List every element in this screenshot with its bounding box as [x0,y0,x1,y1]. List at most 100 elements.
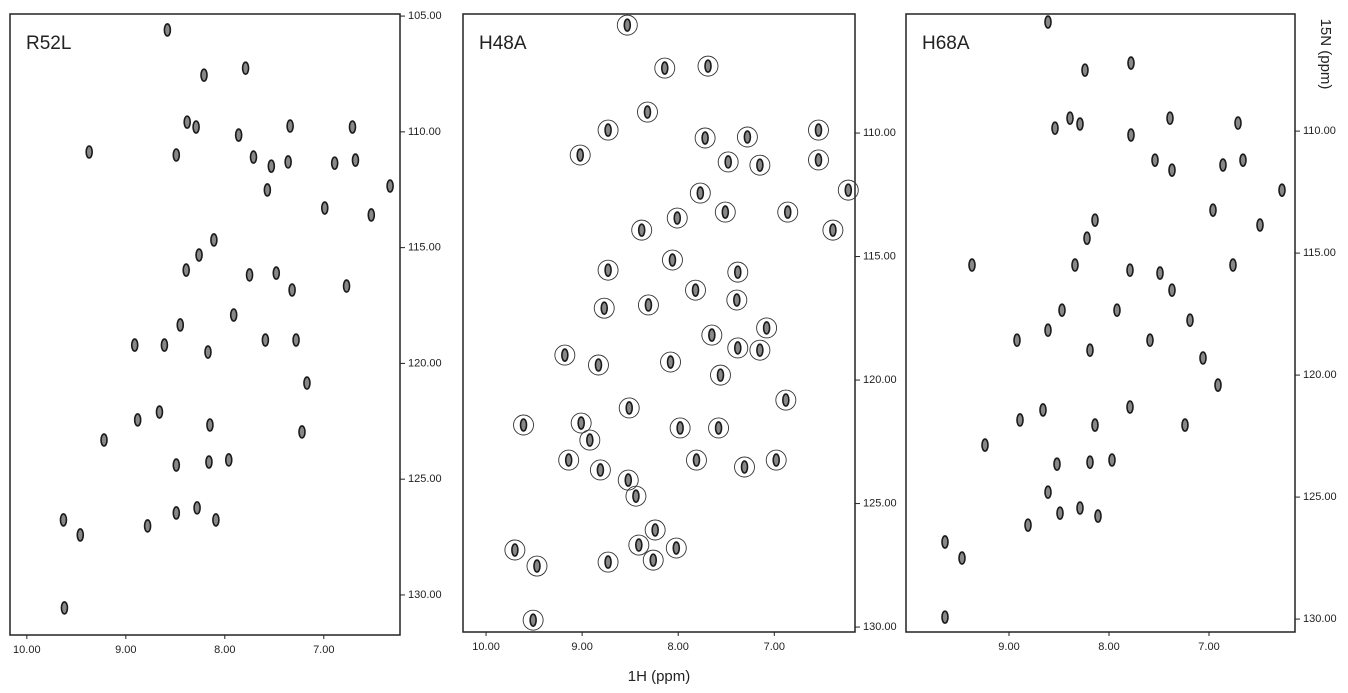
peak-circle [808,119,829,141]
peak-circle [701,324,723,346]
peak-circle [589,459,611,481]
peak [814,153,823,167]
peak [604,263,612,277]
peak [1127,128,1135,142]
peak [1081,63,1089,77]
peak-circle [625,485,647,507]
peak [844,183,853,197]
peak [342,279,351,293]
x-tick-label: 10.00 [472,641,500,653]
peak [756,158,764,172]
y-tick-label: 125.00 [408,473,442,485]
peak [1044,485,1052,499]
peak [192,120,200,134]
y-tick-label: 115.00 [1303,247,1336,259]
peak [756,343,764,357]
peak [1209,203,1217,217]
peak [320,201,329,215]
peak [529,613,537,627]
x-tick-label: 8.00 [1098,641,1119,653]
peak-circle [697,55,719,77]
peak-circle [631,219,653,241]
x-axis-label: 1H (ppm) [628,668,691,685]
peak [625,401,634,415]
peak-circle [710,364,731,386]
peak [1126,263,1134,277]
y-tick-label: 110.00 [863,127,896,139]
peak [1094,509,1102,523]
peak [249,150,258,164]
peak [367,208,376,222]
panel-frame [462,13,856,633]
peak-circle [569,144,591,166]
peak [1151,153,1159,167]
peak [172,506,181,520]
peak [241,61,250,75]
peak [1146,333,1154,348]
peak [643,105,652,119]
peak [649,553,658,567]
peak [1086,343,1094,358]
x-tick-label: 7.00 [313,644,334,656]
x-tick-label: 9.00 [115,644,136,656]
peak [733,293,741,307]
peak-circle [808,149,829,171]
peak [1053,457,1061,471]
peak [519,418,528,432]
peak [1066,111,1074,125]
peak [263,183,272,197]
peak [183,115,191,129]
x-tick-label: 7.00 [764,641,785,653]
peak [701,131,709,145]
peak [386,179,394,193]
peak-circle [714,201,736,223]
peak [714,421,723,435]
peak [1071,258,1079,272]
peak [604,123,612,137]
peak [644,298,653,312]
peak [1166,111,1174,125]
peak-circle [726,289,748,311]
peak [624,473,633,487]
peak [668,253,677,267]
peak-circle [642,549,664,571]
peak-circle [662,249,683,271]
peak [733,265,742,279]
peak [1083,231,1091,246]
peak-circle [644,519,666,541]
x-tick-label: 9.00 [998,641,1019,653]
peak [716,368,725,382]
peak [76,528,85,542]
peak-circle [554,344,576,366]
peak [234,128,243,142]
peak [1091,418,1099,432]
peak-circle [727,337,749,359]
peak [733,341,742,355]
peak [783,205,792,219]
peak-circle [756,317,778,339]
peak [600,301,609,315]
peak [1044,323,1052,337]
peak-circle [734,456,755,478]
peak-circle [708,417,730,439]
peak-circle [654,57,676,79]
peak-circle [749,339,771,361]
peak-circle [526,555,548,577]
peak-circle [522,609,544,631]
peak [143,519,152,533]
peak [200,68,208,82]
panel-frame [905,13,1296,633]
peak [1126,400,1134,414]
peak [740,460,749,474]
peak [724,155,732,169]
peak [1058,303,1066,317]
peak-circle [628,534,650,556]
y-tick-label: 105.00 [408,10,442,22]
peak-circle [822,219,844,241]
peak [637,223,646,237]
peak [1127,56,1135,70]
peak [511,543,519,557]
panel-title: H48A [479,33,527,54]
peak [586,433,594,447]
peak [1024,518,1032,532]
